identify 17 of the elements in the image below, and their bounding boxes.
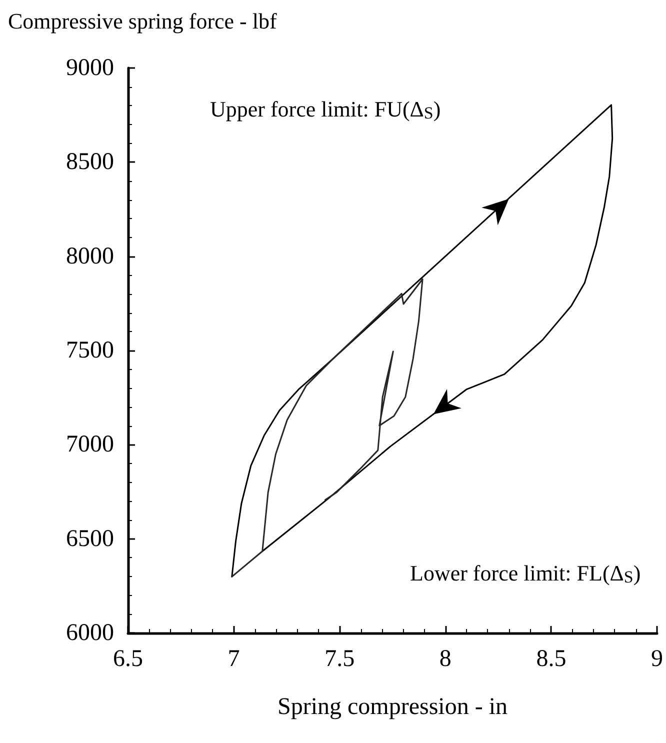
y-tick-label: 8500 [66, 149, 114, 176]
y-tick-label: 7000 [66, 432, 114, 458]
y-tick-label: 6500 [66, 526, 114, 552]
y-tick-label: 7500 [66, 338, 114, 364]
y-tick-label: 6000 [66, 620, 114, 646]
x-tick-label: 8 [439, 646, 452, 672]
y-tick-label: 8000 [66, 243, 114, 270]
x-tick-label: 7.5 [324, 646, 355, 672]
x-axis-title: Spring compression - in [278, 694, 508, 720]
x-tick-label: 6.5 [113, 646, 143, 672]
x-tick-label: 8.5 [536, 646, 566, 672]
annotation: Lower force limit: FL(ΔS) [410, 560, 641, 586]
y-axis-title: Compressive spring force - lbf [8, 8, 278, 34]
x-tick-label: 9 [651, 646, 663, 672]
y-tick-label: 9000 [66, 55, 114, 81]
x-tick-label: 7 [228, 646, 240, 672]
annotation: Upper force limit: FU(ΔS) [210, 96, 441, 122]
